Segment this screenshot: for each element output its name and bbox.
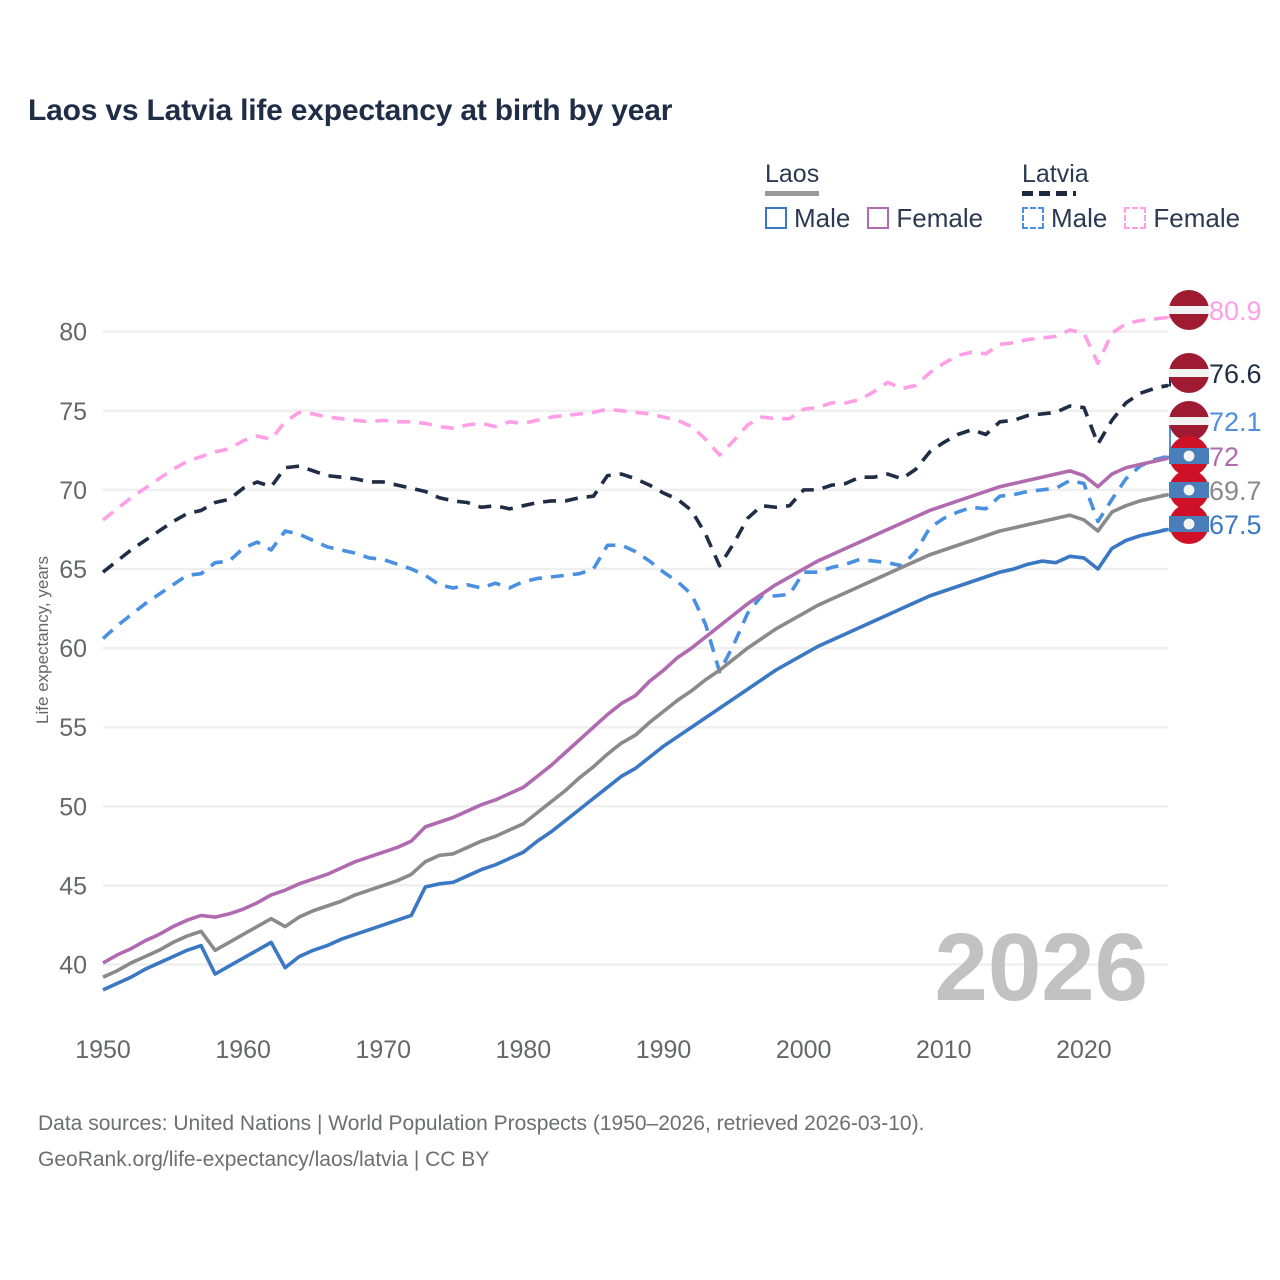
y-tick-label: 75 xyxy=(59,398,87,426)
leader-line xyxy=(1162,421,1171,458)
legend-country-latvia: Latvia xyxy=(1022,160,1089,188)
legend-group-latvia: Latvia Male Female xyxy=(1022,160,1240,231)
series-line-laos-male xyxy=(102,527,1169,992)
leader-line xyxy=(1162,524,1171,531)
end-value-laos-female: 72 xyxy=(1209,442,1239,472)
legend-item-latvia-female[interactable]: Female xyxy=(1124,205,1240,231)
y-axis-tick-labels: 40 45 50 55 60 65 70 75 80 xyxy=(59,319,87,980)
series-line-latvia-male xyxy=(101,454,1169,674)
year-watermark: 2026 xyxy=(934,914,1148,1021)
gridlines xyxy=(103,330,1168,966)
legend-country-laos: Laos xyxy=(765,160,820,188)
x-tick-label: 2000 xyxy=(776,1036,832,1064)
legend-label-latvia-male: Male xyxy=(1051,203,1108,233)
flag-icon-latvia xyxy=(1169,353,1209,393)
legend-swatch-icon-laos-male xyxy=(765,207,787,229)
x-tick-label: 1950 xyxy=(75,1036,131,1064)
flag-icon-laos xyxy=(1169,470,1209,510)
flag-icon-latvia xyxy=(1169,401,1209,441)
y-axis-title: Life expectancy, years xyxy=(33,556,52,724)
end-value-latvia-total: 76.6 xyxy=(1209,359,1262,389)
data-series-lines xyxy=(101,315,1169,992)
legend-item-laos-male[interactable]: Male xyxy=(765,205,850,231)
flag-icon-latvia xyxy=(1169,290,1209,330)
leader-line xyxy=(1162,373,1171,387)
end-label-values: 80.9 76.6 72.1 72 69.7 67.5 xyxy=(1209,296,1262,540)
legend-label-laos-female: Female xyxy=(896,203,984,233)
end-value-latvia-male: 72.1 xyxy=(1209,407,1262,437)
legend-item-latvia-male[interactable]: Male xyxy=(1022,205,1107,231)
legend-swatch-icon-latvia-female xyxy=(1124,207,1147,229)
leader-line xyxy=(1162,456,1171,460)
x-tick-label: 1980 xyxy=(496,1036,552,1064)
x-tick-label: 2010 xyxy=(916,1036,972,1064)
series-line-laos-total xyxy=(102,492,1169,979)
legend-swatch-icon-laos-female xyxy=(867,207,890,229)
legend-item-laos-female[interactable]: Female xyxy=(867,205,983,231)
legend-rule-latvia xyxy=(1022,191,1076,196)
y-tick-label: 80 xyxy=(59,319,87,347)
flag-icon-laos xyxy=(1169,504,1209,544)
y-tick-label: 40 xyxy=(59,952,87,980)
series-line-latvia-total xyxy=(101,383,1169,574)
footer-sources: Data sources: United Nations | World Pop… xyxy=(38,1106,924,1178)
end-value-laos-male: 67.5 xyxy=(1209,510,1262,540)
legend-swatch-icon-latvia-male xyxy=(1022,207,1044,229)
end-label-flags xyxy=(1169,290,1209,544)
end-value-latvia-female: 80.9 xyxy=(1209,296,1262,326)
legend-label-latvia-female: Female xyxy=(1153,203,1241,233)
leader-line xyxy=(1162,490,1171,496)
x-axis-tick-labels: 1950 1960 1970 1980 1990 2000 2010 2020 xyxy=(75,1036,1112,1064)
legend-rule-laos xyxy=(765,191,819,196)
x-tick-label: 2020 xyxy=(1056,1036,1112,1064)
footer-line-1: Data sources: United Nations | World Pop… xyxy=(38,1112,925,1135)
y-tick-label: 60 xyxy=(59,635,87,663)
y-tick-label: 45 xyxy=(59,872,87,900)
chart-legend: Laos Male Female Latvia Male xyxy=(760,160,1260,240)
series-line-laos-female xyxy=(102,456,1169,965)
legend-group-laos: Laos Male Female xyxy=(765,160,983,231)
footer-line-2: GeoRank.org/life-expectancy/laos/latvia … xyxy=(38,1148,490,1171)
x-tick-label: 1990 xyxy=(636,1036,692,1064)
x-tick-label: 1960 xyxy=(215,1036,271,1064)
leader-line xyxy=(1162,310,1171,319)
x-tick-label: 1970 xyxy=(355,1036,411,1064)
y-tick-label: 50 xyxy=(59,793,87,821)
series-line-latvia-female xyxy=(101,315,1169,522)
end-label-leaders xyxy=(1162,310,1171,531)
end-value-laos-total: 69.7 xyxy=(1209,476,1262,506)
flag-icon-laos xyxy=(1169,436,1209,476)
y-tick-label: 55 xyxy=(59,714,87,742)
y-tick-label: 70 xyxy=(59,477,87,505)
page-title: Laos vs Latvia life expectancy at birth … xyxy=(28,94,673,127)
y-tick-label: 65 xyxy=(59,556,87,584)
legend-label-laos-male: Male xyxy=(794,203,851,233)
